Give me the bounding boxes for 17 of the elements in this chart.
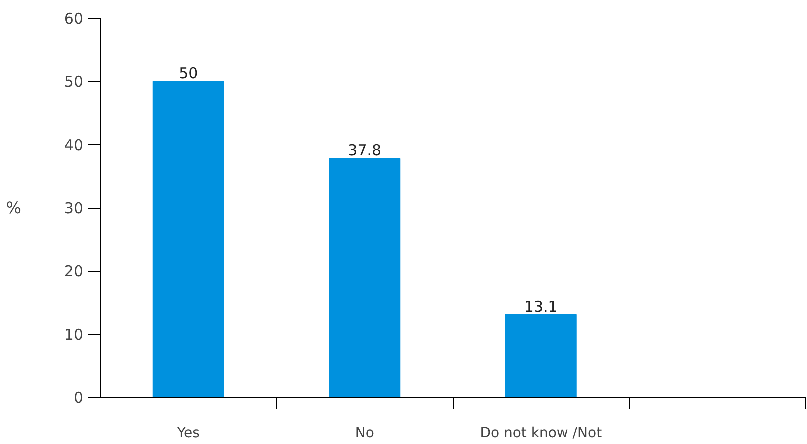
bar — [505, 314, 577, 398]
data-label: 50 — [179, 64, 198, 83]
data-label: 37.8 — [348, 142, 382, 160]
y-tick-label: 40 — [64, 136, 84, 154]
y-tick-label: 50 — [64, 73, 84, 92]
y-axis-title: % — [6, 198, 22, 218]
x-tick-label: Yes — [176, 426, 200, 442]
bar — [152, 81, 224, 398]
y-tick-label: 0 — [74, 389, 84, 407]
x-tick-label: Do not know /Not — [480, 426, 603, 442]
x-tick-label: No — [355, 426, 374, 442]
bar — [329, 158, 401, 398]
y-tick-label: 60 — [64, 10, 84, 28]
y-tick-label: 20 — [64, 262, 84, 281]
y-tick-label: 30 — [64, 200, 84, 218]
y-tick-label: 10 — [64, 326, 84, 344]
data-label: 13.1 — [524, 298, 558, 316]
